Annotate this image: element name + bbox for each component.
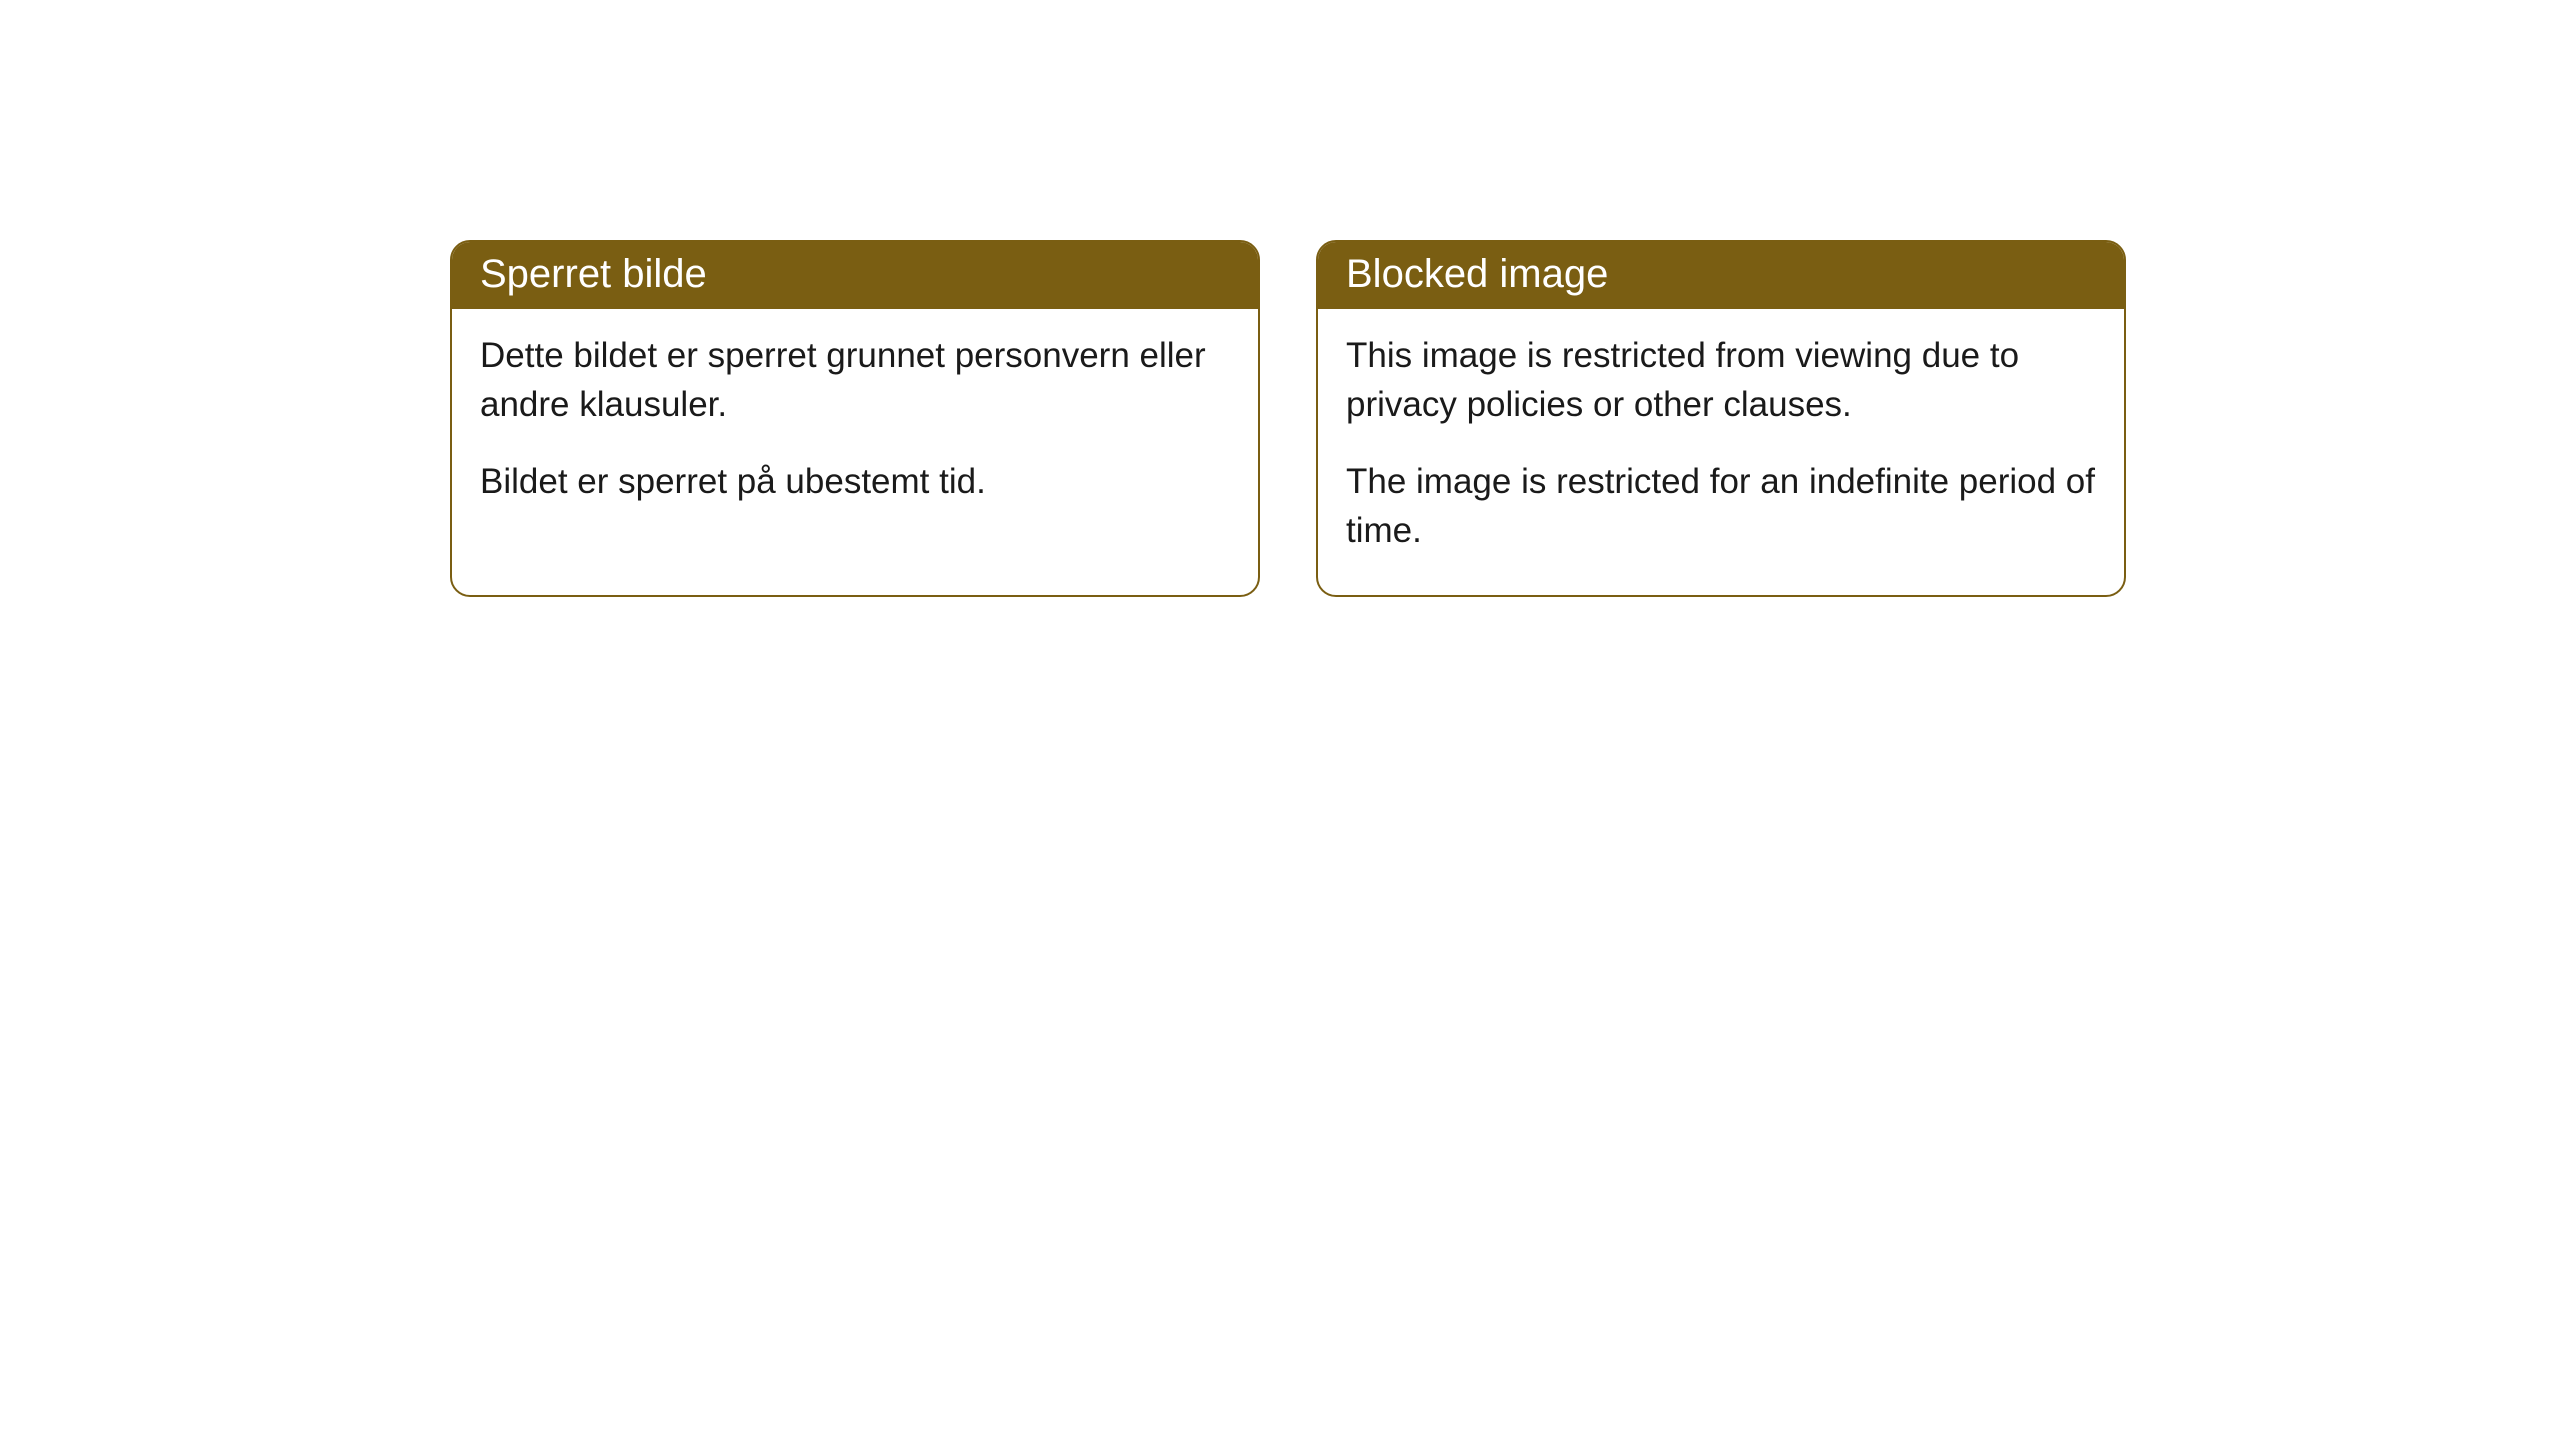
card-header: Sperret bilde — [452, 242, 1258, 309]
card-paragraph: Dette bildet er sperret grunnet personve… — [480, 331, 1230, 429]
card-header: Blocked image — [1318, 242, 2124, 309]
notice-card-english: Blocked image This image is restricted f… — [1316, 240, 2126, 597]
card-paragraph: The image is restricted for an indefinit… — [1346, 457, 2096, 555]
card-title: Sperret bilde — [480, 252, 707, 296]
notice-cards-container: Sperret bilde Dette bildet er sperret gr… — [450, 240, 2126, 597]
notice-card-norwegian: Sperret bilde Dette bildet er sperret gr… — [450, 240, 1260, 597]
card-body: This image is restricted from viewing du… — [1318, 309, 2124, 595]
card-paragraph: This image is restricted from viewing du… — [1346, 331, 2096, 429]
card-paragraph: Bildet er sperret på ubestemt tid. — [480, 457, 1230, 506]
card-title: Blocked image — [1346, 252, 1608, 296]
card-body: Dette bildet er sperret grunnet personve… — [452, 309, 1258, 546]
